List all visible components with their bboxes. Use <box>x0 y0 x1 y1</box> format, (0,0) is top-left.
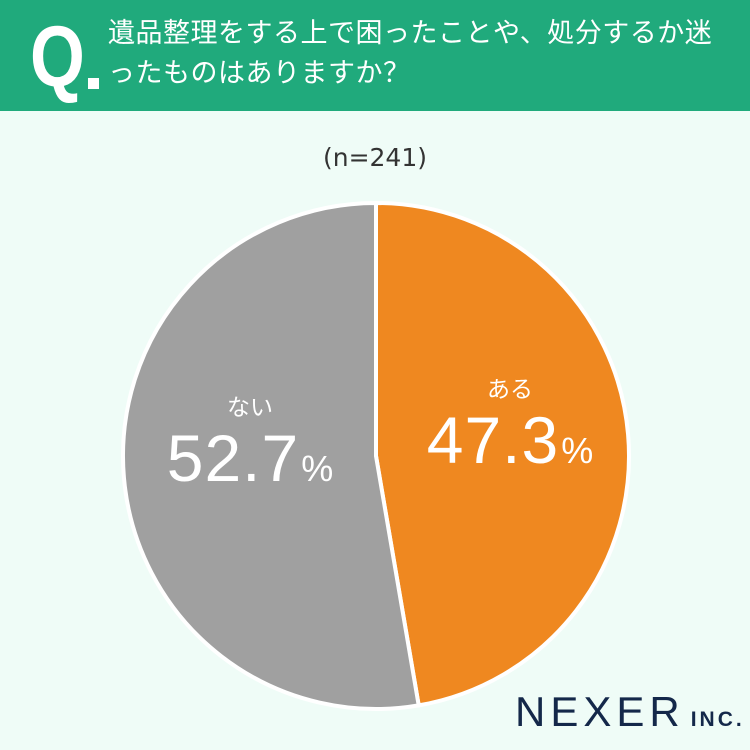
pie-slice-nai <box>121 201 421 711</box>
slice-label-aru: ある 47.3% <box>410 375 610 475</box>
q-dot-icon <box>88 78 99 89</box>
percent-sign: % <box>301 448 334 489</box>
pie-slice-aru <box>374 201 631 708</box>
question-title: 遺品整理をする上で困ったことや、処分するか迷ったものはありますか？ <box>108 18 713 89</box>
slice-percent-value: 52.7 <box>166 421 300 495</box>
question-header: Q 遺品整理をする上で困ったことや、処分するか迷ったものはありますか？ <box>0 0 750 111</box>
slice-label-nai: ない 52.7% <box>150 393 350 493</box>
slice-category: ない <box>227 395 273 421</box>
sample-size-label: (n=241) <box>322 143 428 172</box>
slice-category: ある <box>487 377 533 403</box>
percent-sign: % <box>561 430 594 471</box>
logo-name: NEXER <box>515 688 685 735</box>
q-mark: Q <box>30 9 85 105</box>
slice-percent-value: 47.3 <box>426 403 560 477</box>
nexer-logo: NEXER INC. <box>515 690 745 742</box>
logo-suffix: INC. <box>690 708 745 731</box>
